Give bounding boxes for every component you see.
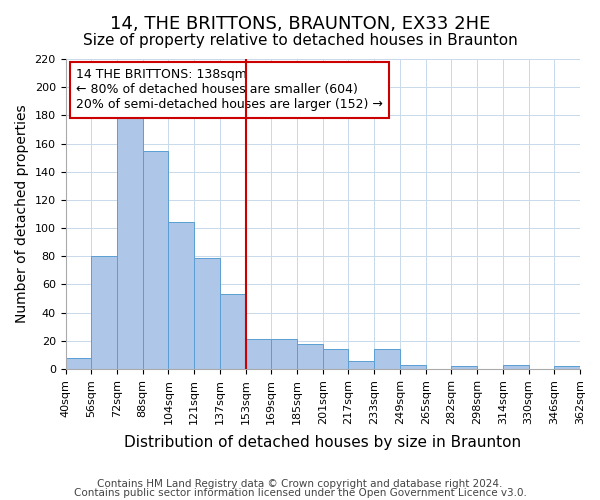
- Bar: [271, 340, 297, 369]
- Bar: [65, 358, 91, 369]
- Bar: [374, 350, 400, 369]
- Bar: [91, 256, 117, 369]
- Bar: [143, 150, 169, 369]
- Bar: [245, 340, 271, 369]
- Y-axis label: Number of detached properties: Number of detached properties: [15, 104, 29, 324]
- Bar: [400, 365, 425, 369]
- Bar: [323, 350, 349, 369]
- Text: 14 THE BRITTONS: 138sqm
← 80% of detached houses are smaller (604)
20% of semi-d: 14 THE BRITTONS: 138sqm ← 80% of detache…: [76, 68, 383, 112]
- Bar: [503, 365, 529, 369]
- Bar: [554, 366, 580, 369]
- Bar: [349, 360, 374, 369]
- X-axis label: Distribution of detached houses by size in Braunton: Distribution of detached houses by size …: [124, 435, 521, 450]
- Text: Size of property relative to detached houses in Braunton: Size of property relative to detached ho…: [83, 32, 517, 48]
- Bar: [194, 258, 220, 369]
- Bar: [451, 366, 477, 369]
- Bar: [117, 114, 143, 369]
- Bar: [169, 222, 194, 369]
- Text: Contains HM Land Registry data © Crown copyright and database right 2024.: Contains HM Land Registry data © Crown c…: [97, 479, 503, 489]
- Bar: [297, 344, 323, 369]
- Bar: [220, 294, 245, 369]
- Text: Contains public sector information licensed under the Open Government Licence v3: Contains public sector information licen…: [74, 488, 526, 498]
- Text: 14, THE BRITTONS, BRAUNTON, EX33 2HE: 14, THE BRITTONS, BRAUNTON, EX33 2HE: [110, 15, 490, 33]
